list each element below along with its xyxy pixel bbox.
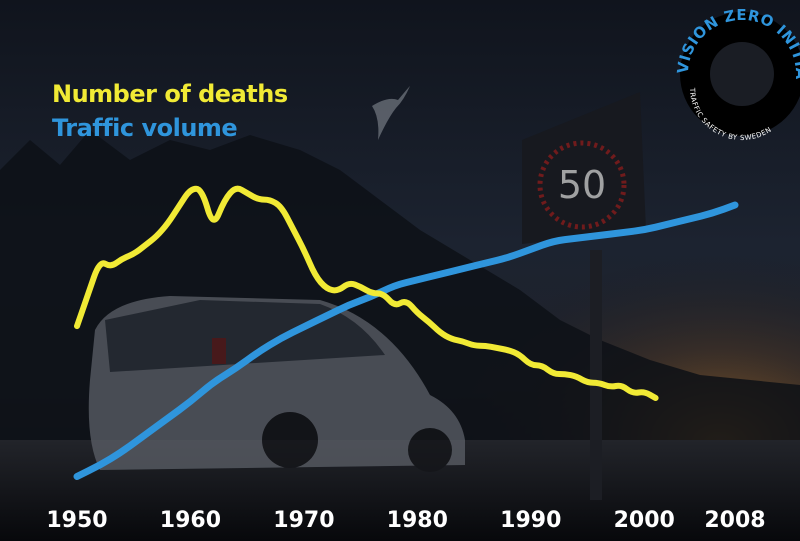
chart-lines [73,185,739,480]
speed-sign: 50 [522,92,646,500]
x-tick-label: 1950 [46,508,107,533]
x-tick-label: 2008 [704,508,765,533]
x-tick-label: 1970 [273,508,334,533]
x-tick-label: 1980 [387,508,448,533]
traffic-volume-line [73,201,739,480]
legend-traffic-volume: Traffic volume [52,114,238,142]
x-tick-label: 2000 [614,508,675,533]
legend-number-of-deaths: Number of deaths [52,80,288,108]
x-tick-label: 1990 [500,508,561,533]
x-tick-label: 1960 [160,508,221,533]
speed-sign-number: 50 [558,163,606,207]
number-of-deaths-line [74,185,659,401]
x-axis-ticks: 1950 1960 1970 1980 1990 2000 2008 [46,508,765,533]
bird-icon [372,86,410,140]
